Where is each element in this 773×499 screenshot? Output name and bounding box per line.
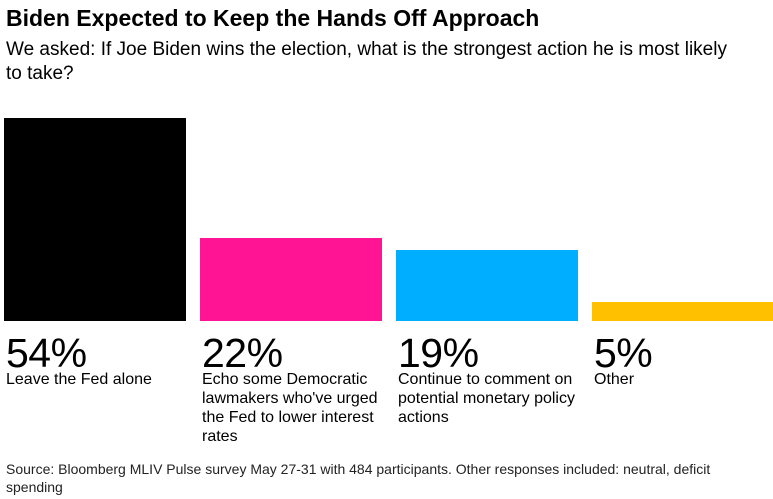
bar-1 <box>4 118 186 321</box>
category-label-2: Echo some Democratic lawmakers who've ur… <box>202 371 378 445</box>
bar-2 <box>200 238 382 321</box>
chart-subtitle: We asked: If Joe Biden wins the election… <box>6 39 727 84</box>
category-label-1: Leave the Fed alone <box>6 371 152 388</box>
category-label-4: Other <box>594 371 635 388</box>
bar-4 <box>592 302 773 321</box>
bar-group-1: 54% Leave the Fed alone <box>4 118 186 454</box>
source-note: Source: Bloomberg MLIV Pulse survey May … <box>6 461 711 495</box>
value-label-2: 22% <box>202 330 283 376</box>
bar-group-3: 19% Continue to comment on potential mone… <box>396 118 578 454</box>
value-label-3: 19% <box>398 330 479 376</box>
bar-group-2: 22% Echo some Democratic lawmakers who've… <box>200 118 382 454</box>
value-label-4: 5% <box>594 330 653 376</box>
bar-group-4: 5% Other <box>592 118 773 454</box>
chart-title: Biden Expected to Keep the Hands Off App… <box>6 5 540 31</box>
bar-3 <box>396 250 578 321</box>
category-label-3: Continue to comment on potential monetar… <box>398 371 575 426</box>
value-label-1: 54% <box>6 330 87 376</box>
